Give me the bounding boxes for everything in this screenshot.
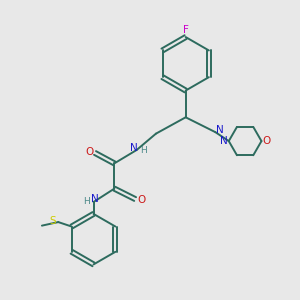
Text: N: N	[220, 136, 227, 146]
Text: H: H	[140, 146, 146, 155]
Text: H: H	[84, 197, 90, 206]
Text: O: O	[263, 136, 271, 146]
Text: N: N	[216, 125, 224, 135]
Text: F: F	[183, 25, 189, 34]
Text: O: O	[85, 147, 93, 158]
Text: N: N	[130, 143, 138, 153]
Text: O: O	[138, 195, 146, 205]
Text: S: S	[49, 217, 56, 226]
Text: N: N	[92, 194, 99, 204]
